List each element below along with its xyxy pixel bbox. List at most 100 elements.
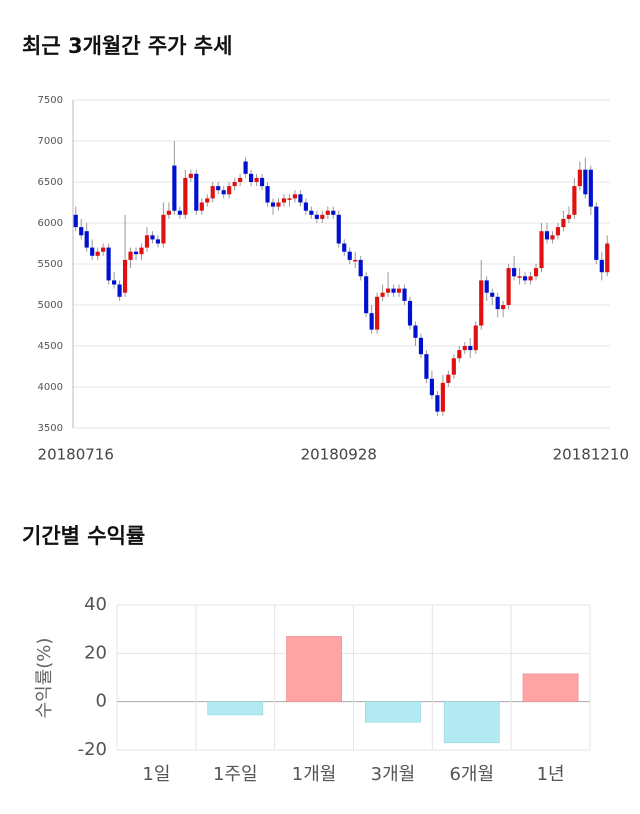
candle-body <box>418 337 424 355</box>
candle-body <box>599 259 604 273</box>
candle-body <box>221 190 226 195</box>
candle-body <box>210 186 215 199</box>
candle-body <box>243 161 248 174</box>
candle-body <box>375 296 380 330</box>
candle-body <box>161 214 166 244</box>
y-tick-label: 4500 <box>38 341 63 352</box>
candle-body <box>331 210 336 215</box>
chart-title: 기간별 수익률 <box>22 524 145 548</box>
candle-body <box>594 206 599 260</box>
candle-body <box>276 202 281 207</box>
candle-body <box>528 276 533 281</box>
candle-body <box>501 305 506 310</box>
candle-body <box>194 173 199 211</box>
candle-body <box>265 186 270 203</box>
candle-body <box>155 239 161 244</box>
y-tick-label: -20 <box>78 739 107 760</box>
candle-body <box>342 243 347 252</box>
y-tick-label: 7500 <box>38 95 63 106</box>
y-axis-label: 수익률(%) <box>34 638 55 719</box>
candle-body <box>128 251 133 260</box>
candle-body <box>605 243 610 273</box>
candle-body <box>90 247 95 256</box>
candle-body <box>440 382 445 412</box>
candle-body <box>177 210 182 215</box>
x-tick-label: 1년 <box>537 764 565 785</box>
candle-body <box>391 288 396 293</box>
candle-body <box>583 169 588 195</box>
bar <box>443 701 500 744</box>
candle-body <box>544 231 550 240</box>
candle-body <box>314 214 319 219</box>
candle-body <box>522 276 528 281</box>
y-tick-label: 7000 <box>38 136 63 147</box>
chart-title: 최근 3개월간 주가 추세 <box>22 34 232 58</box>
candle-body <box>539 231 544 269</box>
candle-body <box>402 288 407 301</box>
candle-body <box>473 325 478 351</box>
candle-body <box>385 288 391 293</box>
candle-body <box>133 251 139 255</box>
candle-body <box>429 378 434 396</box>
candle-body <box>139 247 144 255</box>
candle-body <box>561 218 566 228</box>
candle-body <box>484 280 489 293</box>
y-tick-label: 3500 <box>38 423 63 434</box>
candle-body <box>512 268 517 277</box>
candle-body <box>336 214 341 244</box>
candle-body <box>506 268 511 305</box>
candle-body <box>577 169 582 187</box>
candle-body <box>205 198 210 203</box>
x-tick-label: 3개월 <box>371 764 416 785</box>
candle-body <box>183 177 188 215</box>
candle-body <box>122 259 128 293</box>
bar <box>522 673 579 702</box>
candle-body <box>199 202 204 211</box>
candle-body <box>424 354 429 379</box>
candle-body <box>446 374 451 383</box>
candle-body <box>347 251 352 260</box>
x-tick-label: 20180716 <box>38 446 114 464</box>
candle-body <box>309 210 314 215</box>
candle-body <box>112 280 117 285</box>
candle-body <box>259 177 265 187</box>
candle-body <box>287 198 292 200</box>
y-tick-label: 6500 <box>38 177 63 188</box>
bar <box>207 701 264 716</box>
candle-body <box>292 194 298 199</box>
candle-body <box>358 259 363 277</box>
candle-body <box>144 235 150 248</box>
candle-body <box>270 202 276 207</box>
candle-body <box>572 186 577 215</box>
candle-body <box>95 251 100 256</box>
candle-body <box>479 280 484 326</box>
candle-body <box>227 186 232 195</box>
candle-body <box>166 210 171 215</box>
candle-body <box>396 288 402 293</box>
x-tick-label: 20180928 <box>301 446 377 464</box>
candle-body <box>353 259 358 262</box>
candle-body <box>281 198 287 203</box>
candle-body <box>325 210 330 215</box>
x-tick-label: 20181210 <box>553 446 629 464</box>
candle-body <box>533 268 539 277</box>
x-tick-label: 1개월 <box>292 764 337 785</box>
candle-body <box>84 231 89 248</box>
candle-body <box>462 346 467 351</box>
candle-body <box>188 173 193 178</box>
y-tick-label: 5000 <box>38 300 63 311</box>
candle-body <box>588 169 593 207</box>
candle-body <box>407 300 413 326</box>
candle-body <box>172 165 177 211</box>
candle-body <box>320 214 325 219</box>
candle-body <box>254 177 259 182</box>
candle-body <box>369 313 374 330</box>
candle-body <box>380 292 385 297</box>
x-tick-label: 1일 <box>142 764 170 785</box>
candle-body <box>517 276 522 278</box>
y-tick-label: 6000 <box>38 218 63 229</box>
y-tick-label: 20 <box>84 642 107 663</box>
candle-body <box>79 227 84 236</box>
candle-body <box>232 182 237 187</box>
